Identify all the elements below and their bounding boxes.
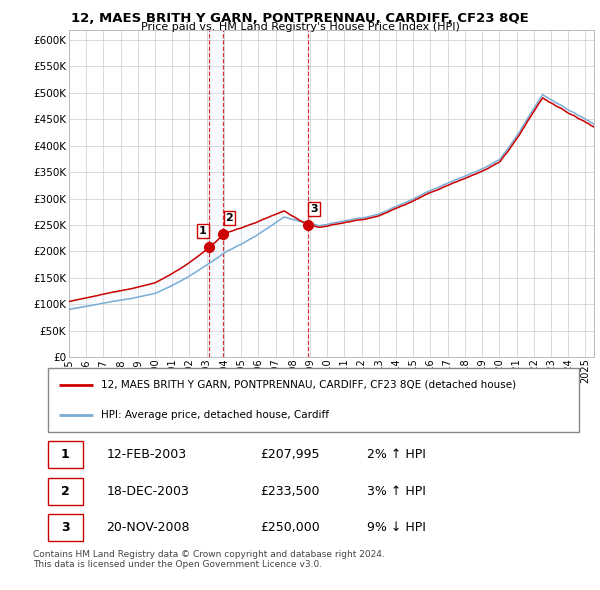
Text: 1: 1 (61, 448, 70, 461)
Text: 1: 1 (199, 226, 206, 236)
Text: 2: 2 (226, 213, 233, 223)
Text: 12-FEB-2003: 12-FEB-2003 (106, 448, 187, 461)
Text: 3: 3 (61, 521, 70, 534)
Text: £207,995: £207,995 (260, 448, 320, 461)
Text: 12, MAES BRITH Y GARN, PONTPRENNAU, CARDIFF, CF23 8QE (detached house): 12, MAES BRITH Y GARN, PONTPRENNAU, CARD… (101, 380, 516, 390)
FancyBboxPatch shape (48, 441, 83, 468)
Text: 2% ↑ HPI: 2% ↑ HPI (367, 448, 425, 461)
Text: 3: 3 (310, 204, 318, 214)
Bar (209, 30, 223, 357)
Text: Price paid vs. HM Land Registry's House Price Index (HPI): Price paid vs. HM Land Registry's House … (140, 22, 460, 32)
Text: Contains HM Land Registry data © Crown copyright and database right 2024.
This d: Contains HM Land Registry data © Crown c… (33, 550, 385, 569)
FancyBboxPatch shape (48, 477, 83, 505)
FancyBboxPatch shape (48, 514, 83, 541)
Text: HPI: Average price, detached house, Cardiff: HPI: Average price, detached house, Card… (101, 410, 329, 420)
Text: 2: 2 (61, 484, 70, 498)
Text: 20-NOV-2008: 20-NOV-2008 (106, 521, 190, 534)
Text: 12, MAES BRITH Y GARN, PONTPRENNAU, CARDIFF, CF23 8QE: 12, MAES BRITH Y GARN, PONTPRENNAU, CARD… (71, 12, 529, 25)
Text: 18-DEC-2003: 18-DEC-2003 (106, 484, 189, 498)
Text: 9% ↓ HPI: 9% ↓ HPI (367, 521, 425, 534)
Text: £250,000: £250,000 (260, 521, 320, 534)
Text: £233,500: £233,500 (260, 484, 320, 498)
Text: 3% ↑ HPI: 3% ↑ HPI (367, 484, 425, 498)
